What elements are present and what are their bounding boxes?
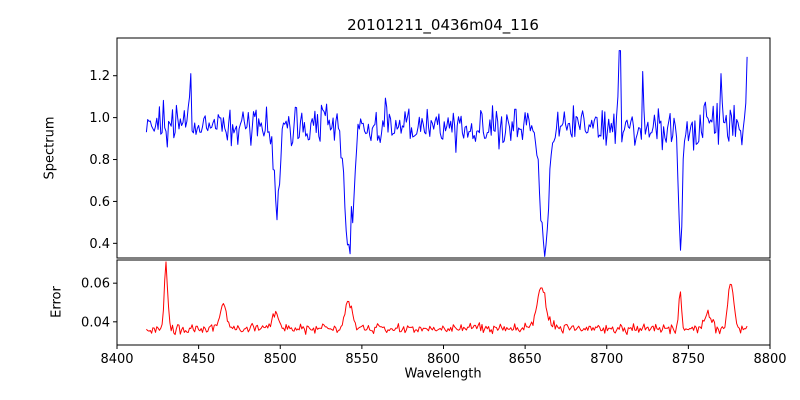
spectrum-axes-frame <box>116 37 771 259</box>
x-tick-label: 8800 <box>753 352 786 367</box>
y-tick-label: 0.6 <box>89 195 110 210</box>
x-tick-label: 8700 <box>590 352 623 367</box>
x-tick-label: 8500 <box>264 352 297 367</box>
spectrum-line <box>145 50 748 257</box>
x-tick-label: 8650 <box>509 352 542 367</box>
y-tick-label: 0.8 <box>89 153 110 168</box>
error-line <box>146 261 748 336</box>
chart-title: 20101211_0436m04_116 <box>347 16 539 34</box>
x-axis-label: Wavelength <box>404 366 482 382</box>
x-tick-label: 8600 <box>427 352 460 367</box>
y-tick-label: 1.2 <box>89 69 110 84</box>
error-axes-frame <box>116 259 771 346</box>
y-tick-label: 0.4 <box>89 237 110 252</box>
y-tick-label: 0.04 <box>81 315 110 330</box>
x-tick-label: 8400 <box>100 352 133 367</box>
y-tick-label: 1.0 <box>89 111 110 126</box>
x-tick-label: 8450 <box>182 352 215 367</box>
x-tick-label: 8550 <box>345 352 378 367</box>
x-tick-label: 8750 <box>672 352 705 367</box>
y-tick-label: 0.06 <box>81 277 110 292</box>
